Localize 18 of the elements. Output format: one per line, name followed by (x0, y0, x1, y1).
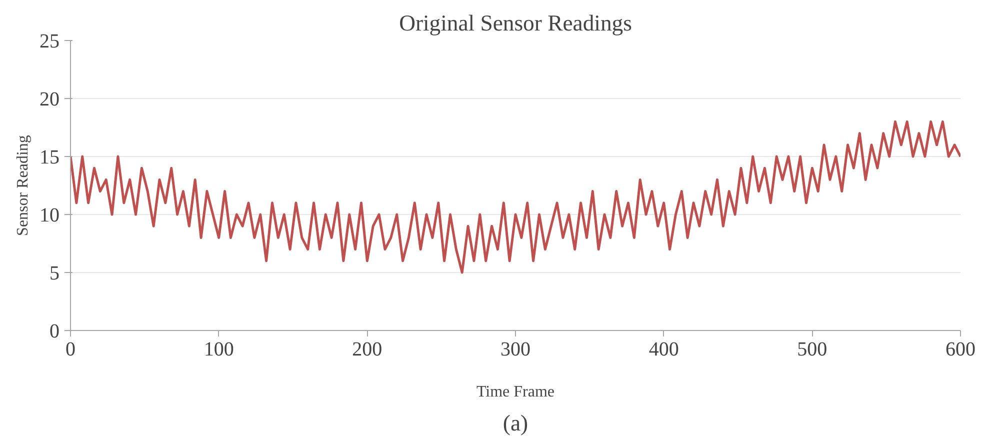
x-tick-label: 400 (648, 338, 679, 360)
y-tick-label: 15 (40, 146, 60, 168)
x-tick-label: 100 (204, 338, 234, 360)
line-series (70, 120, 960, 274)
text: (a) (502, 410, 528, 436)
x-tick-label: 300 (500, 338, 530, 360)
y-tick-label: 25 (40, 30, 60, 52)
x-axis-title: Time Frame (476, 384, 555, 400)
x-tick-label: 200 (352, 338, 382, 360)
y-tick-label: 0 (50, 320, 60, 342)
y-tick-label: 20 (40, 88, 60, 110)
y-tick-label: 10 (40, 204, 60, 226)
y-axis-title: Sensor Reading (14, 135, 32, 236)
chart-title: Original Sensor Readings (399, 10, 632, 36)
x-tick-label: 600 (946, 338, 976, 360)
x-tick-label: 500 (797, 338, 828, 360)
x-tick-label: 0 (66, 338, 76, 360)
y-tick-label: 5 (50, 262, 60, 284)
